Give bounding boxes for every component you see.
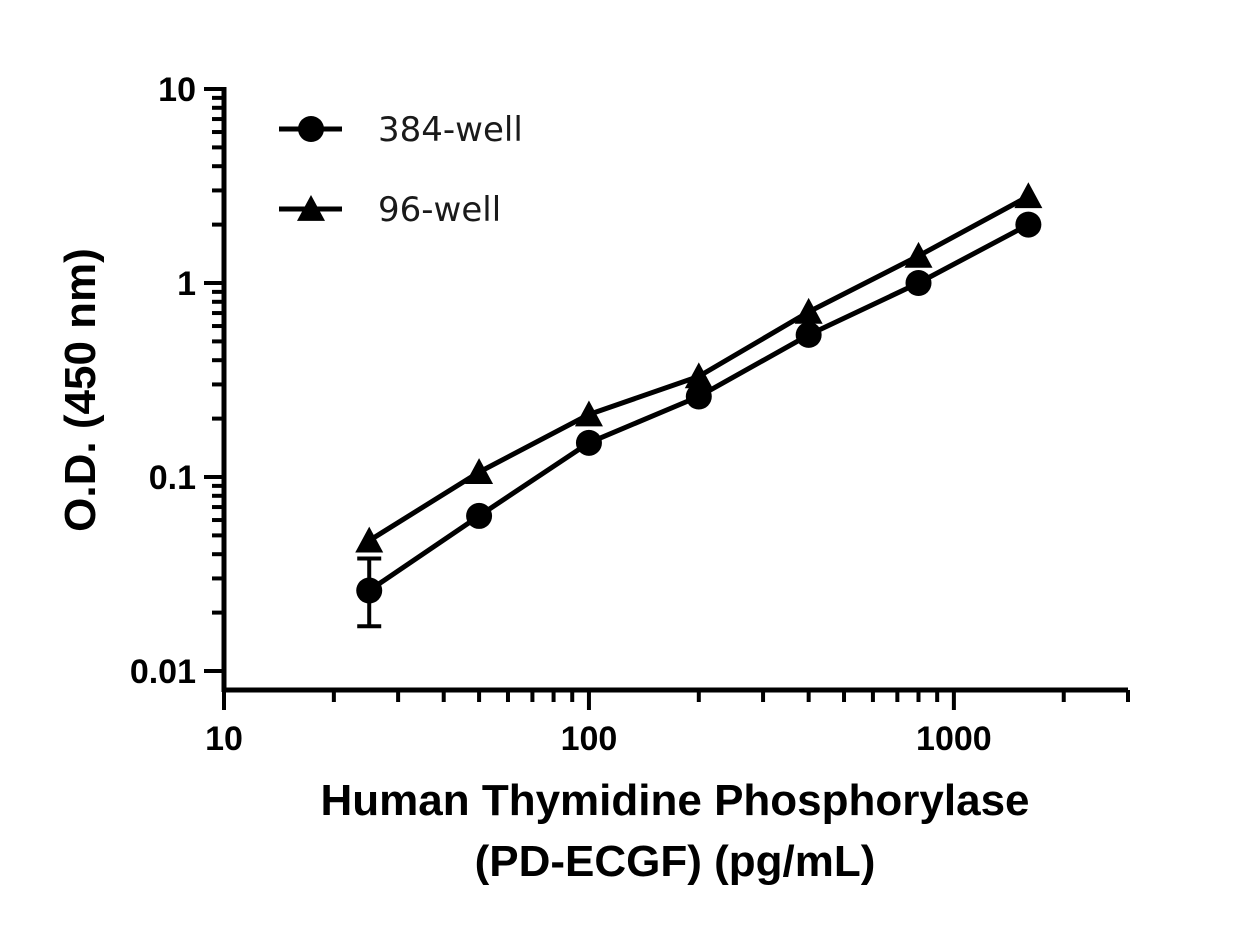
data-point-96-well — [684, 362, 713, 389]
x-axis-title-line-2: (PD-ECGF) (pg/mL) — [475, 837, 876, 886]
data-markers — [355, 182, 1043, 604]
y-tick-label: 0.01 — [130, 653, 196, 691]
x-tick-label: 1000 — [916, 720, 992, 758]
data-point-96-well — [1014, 182, 1043, 209]
data-point-384-well — [1015, 211, 1042, 238]
y-tick-label: 1 — [177, 265, 196, 303]
data-point-384-well — [795, 321, 822, 348]
data-point-384-well — [466, 502, 493, 529]
legend-label: 96-well — [378, 190, 501, 230]
data-point-384-well — [685, 383, 712, 410]
legend-marker-circle — [298, 116, 324, 142]
axis-titles: Human Thymidine Phosphorylase (PD-ECGF) … — [56, 248, 1030, 886]
legend-marker-triangle — [297, 195, 325, 221]
data-point-96-well — [355, 526, 384, 553]
y-axis-title: O.D. (450 nm) — [56, 248, 105, 532]
data-point-96-well — [574, 400, 603, 427]
data-point-384-well — [575, 429, 602, 456]
legend: 384-well 96-well — [279, 110, 523, 230]
data-point-384-well — [356, 577, 383, 604]
x-tick-label: 100 — [561, 720, 618, 758]
data-point-96-well — [904, 241, 933, 268]
x-axis-title-line-1: Human Thymidine Phosphorylase — [320, 776, 1029, 825]
axes — [221, 87, 1128, 693]
data-point-96-well — [465, 458, 494, 484]
x-tick-label: 10 — [205, 720, 243, 758]
y-tick-label: 10 — [158, 71, 196, 109]
data-point-96-well — [794, 297, 823, 324]
y-tick-label: 0.1 — [149, 459, 196, 497]
data-point-384-well — [905, 270, 932, 296]
legend-label: 384-well — [378, 110, 523, 150]
axis-ticks: 10 100 1000 0.01 0.1 1 10 — [130, 71, 1130, 758]
